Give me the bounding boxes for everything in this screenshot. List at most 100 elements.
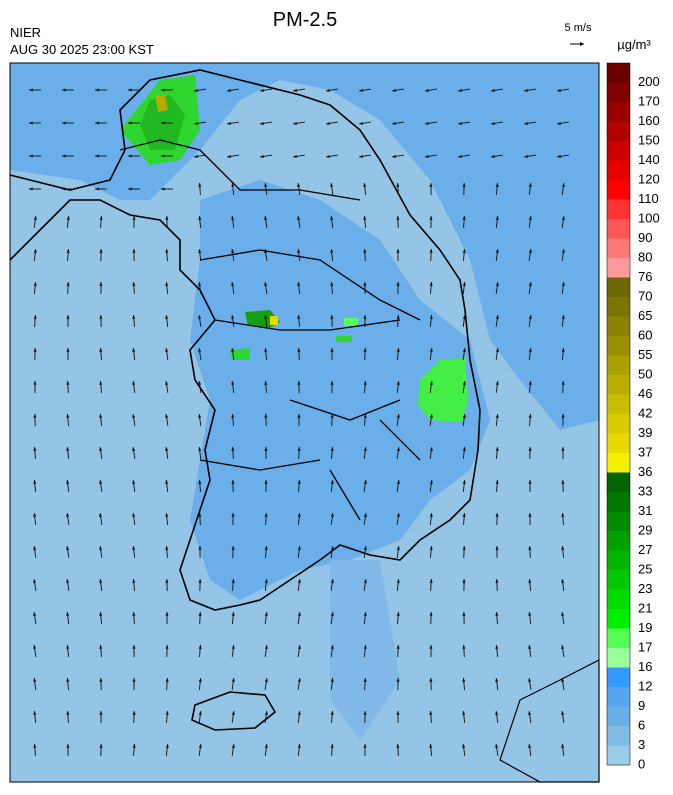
legend-level: 65 [638, 308, 652, 323]
wind-arrow-head [330, 744, 334, 748]
legend-level: 12 [638, 678, 652, 693]
wind-arrow-head [293, 88, 297, 92]
wind-arrow-head [198, 513, 202, 517]
wind-arrow-head [62, 154, 66, 158]
wind-arrow-head [99, 612, 103, 616]
wind-arrow-head [165, 348, 169, 352]
colorbar-frame [606, 62, 631, 766]
wind-arrow-head [99, 315, 103, 319]
legend-level: 25 [638, 561, 652, 576]
wind-arrow-head [396, 315, 400, 319]
wind-arrow-head [528, 249, 532, 253]
wind-arrow-head [330, 480, 334, 484]
legend-level: 9 [638, 698, 645, 713]
wind-arrow-head [99, 546, 103, 550]
legend-level: 170 [638, 93, 660, 108]
wind-arrow-head [33, 645, 37, 649]
legend-level: 60 [638, 327, 652, 342]
wind-arrow-head [429, 744, 433, 748]
wind-arrow-head [363, 348, 367, 352]
wind-arrow-head [495, 612, 499, 616]
legend-level: 76 [638, 269, 652, 284]
wind-arrow-head [33, 348, 37, 352]
wind-arrow-head [429, 447, 433, 451]
wind-arrow-head [528, 711, 532, 715]
wind-arrow-head [330, 711, 334, 715]
wind-arrow-head [231, 579, 235, 583]
wind-arrow-head [462, 282, 466, 286]
wind-arrow-head [264, 480, 268, 484]
wind-arrow-head [33, 381, 37, 385]
wind-arrow-head [297, 315, 301, 319]
wind-arrow-head [194, 154, 198, 158]
wind-arrow-head [198, 612, 202, 616]
wind-arrow-head [297, 348, 301, 352]
pollution-patch [270, 316, 278, 325]
wind-field [29, 88, 569, 757]
wind-arrow-head [198, 711, 202, 715]
unit: µg/m³ [617, 37, 651, 52]
wind-arrow-head [561, 282, 565, 286]
wind-arrow-head [561, 414, 565, 418]
wind-arrow-head [165, 513, 169, 517]
legend-swatch [607, 589, 630, 610]
wind-arrow-head [165, 744, 169, 748]
wind-arrow-head [495, 216, 499, 220]
wind-arrow-head [462, 612, 466, 616]
wind-arrow-head [429, 183, 433, 187]
wind-arrow-head [33, 711, 37, 715]
wind-arrow-head [561, 612, 565, 616]
legend-swatch [607, 258, 630, 278]
wind-scale-label: 5 m/s [565, 22, 592, 34]
wind-arrow-head [264, 711, 268, 715]
legend-swatch [607, 414, 630, 434]
wind-arrow-head [330, 282, 334, 286]
wind-arrow-head [429, 612, 433, 616]
wind-arrow-head [231, 216, 235, 220]
wind-arrow-head [264, 612, 268, 616]
wind-arrow-head [33, 513, 37, 517]
wind-arrow-head [495, 447, 499, 451]
wind-arrow-head [66, 348, 70, 352]
wind-arrow-head [293, 121, 297, 125]
legend-level: 39 [638, 425, 652, 440]
wind-arrow-head [561, 249, 565, 253]
wind-arrow-head [161, 88, 165, 92]
wind-arrow-head [429, 249, 433, 253]
legend-swatch [607, 706, 630, 727]
wind-arrow-head [495, 546, 499, 550]
legend-swatch [607, 570, 630, 590]
wind-arrow-head [429, 678, 433, 682]
wind-arrow-head [429, 315, 433, 319]
wind-arrow-head [396, 381, 400, 385]
wind-arrow-head [99, 381, 103, 385]
map [9, 62, 600, 783]
wind-arrow-head [561, 447, 565, 451]
wind-arrow-head [231, 513, 235, 517]
wind-arrow-head [33, 546, 37, 550]
wind-arrow-head [66, 612, 70, 616]
wind-arrow-head [99, 645, 103, 649]
wind-arrow-head [363, 579, 367, 583]
wind-arrow-head [524, 154, 528, 158]
legend-swatch [607, 628, 630, 649]
colorbar: 2001701601501401201101009080767065605550… [606, 62, 660, 771]
wind-arrow-head [425, 88, 429, 92]
wind-arrow-head [231, 315, 235, 319]
wind-arrow-head [495, 348, 499, 352]
wind-arrow-head [429, 348, 433, 352]
wind-arrow-head [198, 744, 202, 748]
legend-level: 16 [638, 659, 652, 674]
legend-swatch [607, 277, 630, 298]
wind-arrow-head [231, 546, 235, 550]
wind-arrow-head [396, 546, 400, 550]
wind-arrow-head [165, 315, 169, 319]
legend-level: 46 [638, 386, 652, 401]
wind-arrow-head [396, 183, 400, 187]
wind-arrow-head [165, 216, 169, 220]
wind-arrow-head [561, 579, 565, 583]
wind-arrow-head [99, 249, 103, 253]
wind-arrow-head [458, 88, 462, 92]
